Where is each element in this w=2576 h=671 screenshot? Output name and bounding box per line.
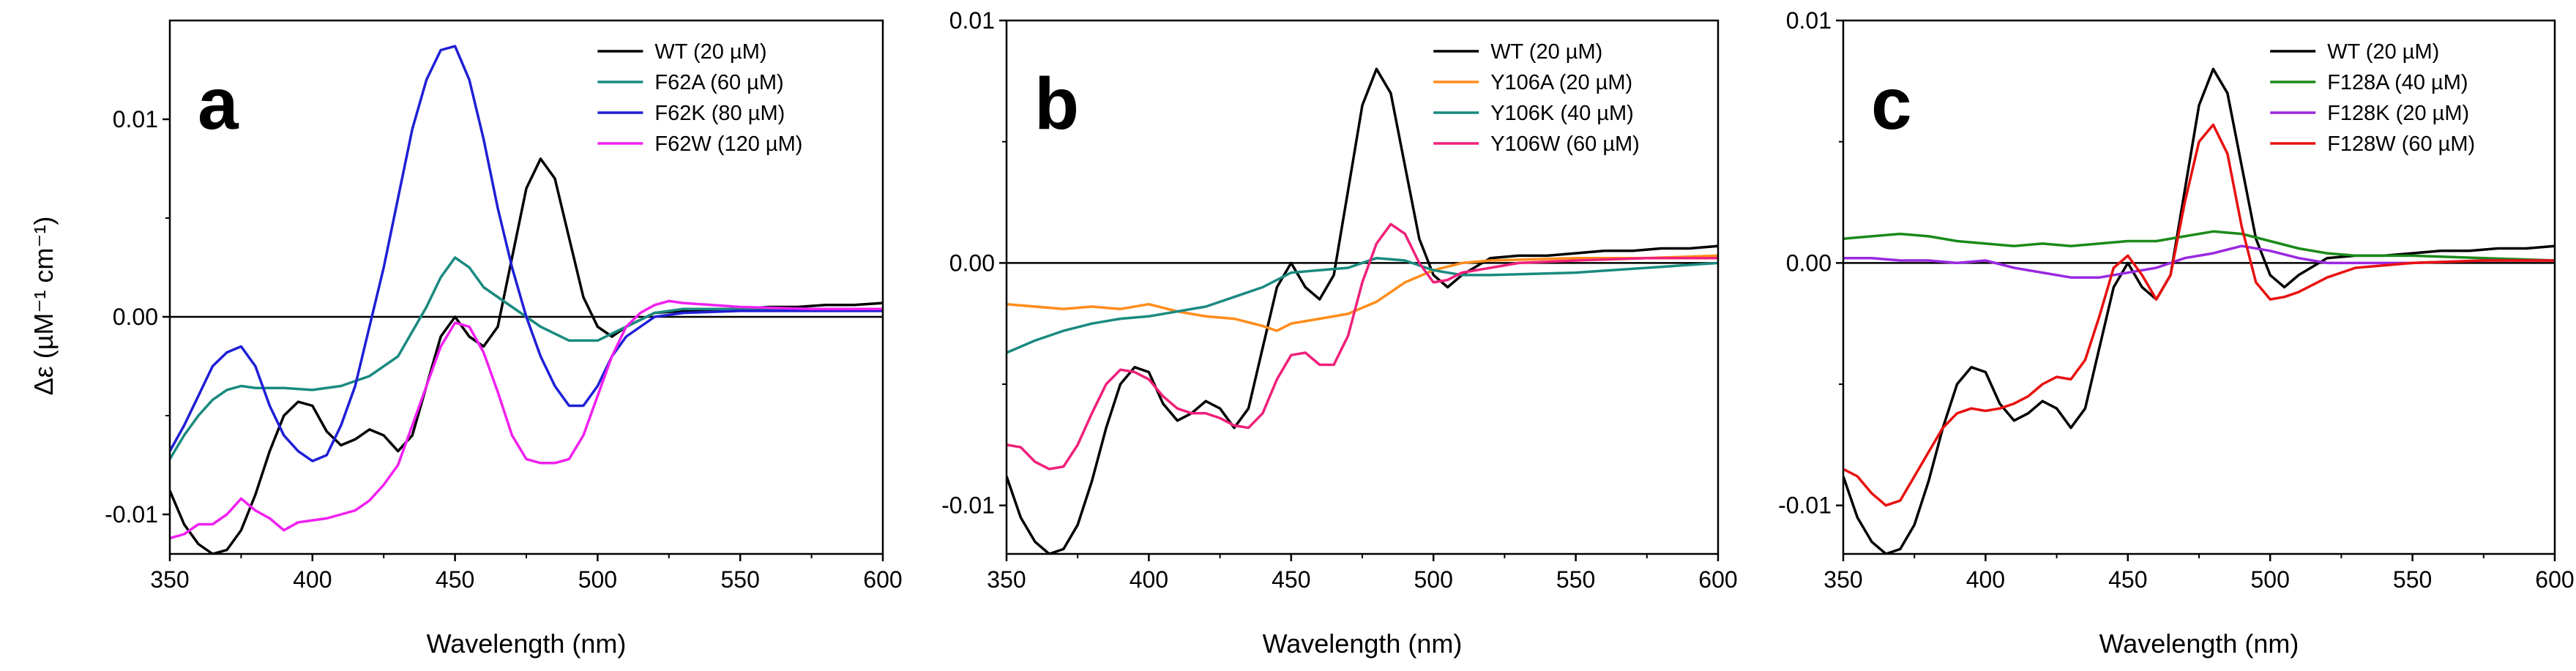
y-tick-label: 0.00 [949,250,995,276]
legend-label-2: Y106K (40 µM) [1490,102,1634,125]
series-group [1843,67,2555,554]
series-line-3 [170,299,883,540]
series-line-3 [1843,123,2555,507]
y-tick-label: 0.01 [1786,7,1832,34]
series-line-0 [170,157,883,554]
x-tick-label: 450 [1272,566,1310,593]
legend-label-0: WT (20 µM) [2327,40,2439,64]
plot-frame [168,19,884,555]
legend-label-1: F128A (40 µM) [2327,71,2468,94]
panel-a: 350 400 450 500 550 600 -0.01 0.00 0.01 Wavelengt… [105,19,903,659]
series-line-2 [1007,256,1718,354]
x-tick-label: 500 [1414,566,1453,593]
x-tick-label: 550 [1556,566,1595,593]
legend-label-3: Y106W (60 µM) [1490,132,1640,156]
series-line-1 [170,256,883,460]
legend-label-1: Y106A (20 µM) [1490,71,1632,94]
y-axis-label: Δε (µM⁻¹ cm⁻¹) [29,217,59,396]
legend-label-3: F62W (120 µM) [654,132,802,156]
y-axis-label-text: Δε (µM⁻¹ cm⁻¹) [29,217,59,396]
series-group [170,45,883,554]
x-tick-label: 400 [1130,566,1168,593]
x-axis-label: Wavelength (nm) [427,629,627,659]
x-tick-label: 350 [150,566,189,593]
legend-label-2: F62K (80 µM) [654,102,785,125]
x-axis-label: Wavelength (nm) [2099,629,2299,659]
panel-letter: c [1871,63,1912,145]
y-tick-label: -0.01 [105,501,158,528]
x-tick-label: 400 [293,566,332,593]
y-tick-label: 0.00 [113,304,158,330]
x-tick-label: 600 [2535,566,2574,593]
x-tick-label: 600 [1698,566,1737,593]
x-tick-label: 550 [2393,566,2432,593]
panel-b: 350 400 450 500 550 600 -0.01 0.00 0.01 Wavelengt… [941,7,1738,659]
series-line-2 [170,45,883,462]
y-tick-label: -0.01 [941,492,995,519]
x-tick-label: 500 [2251,566,2290,593]
y-tick-label: 0.01 [113,106,158,132]
x-tick-label: 400 [1966,566,2005,593]
legend-label-0: WT (20 µM) [654,40,766,64]
series-line-0 [1007,67,1718,554]
panel-letter: a [198,63,239,145]
panel-c: 350 400 450 500 550 600 -0.01 0.00 0.01 Wavelengt… [1778,7,2575,659]
x-axis-label: Wavelength (nm) [1263,629,1463,659]
panel-letter: b [1034,63,1079,145]
x-tick-label: 350 [987,566,1026,593]
series-line-2 [1843,244,2555,279]
y-tick-label: 0.00 [1786,250,1832,276]
series-group [1007,67,1718,554]
y-tick-label: -0.01 [1778,492,1832,519]
x-tick-label: 350 [1823,566,1862,593]
legend-label-1: F62A (60 µM) [654,71,783,94]
x-tick-label: 450 [2108,566,2147,593]
legend-label-3: F128W (60 µM) [2327,132,2475,156]
plot-frame [1842,19,2556,555]
x-tick-label: 600 [863,566,902,593]
legend-label-0: WT (20 µM) [1490,40,1602,64]
x-tick-label: 550 [721,566,760,593]
series-line-1 [1843,230,2555,262]
series-line-1 [1007,254,1718,332]
legend-label-2: F128K (20 µM) [2327,102,2469,125]
x-tick-label: 450 [436,566,474,593]
series-line-3 [1007,222,1718,471]
x-tick-label: 500 [578,566,617,593]
y-tick-label: 0.01 [949,7,995,34]
